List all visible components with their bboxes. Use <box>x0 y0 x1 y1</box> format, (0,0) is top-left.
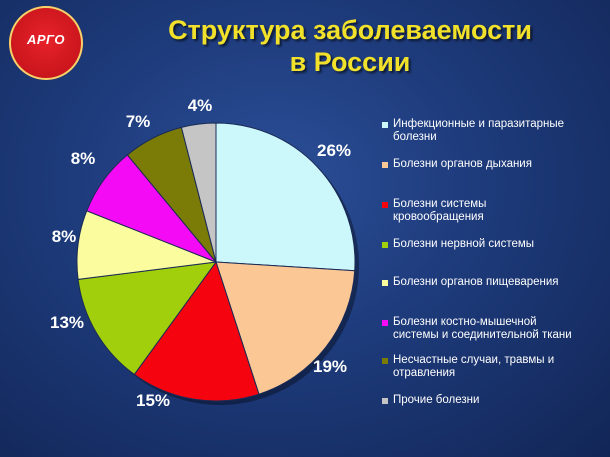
slice-label-4: 13% <box>50 313 84 332</box>
pie-slice-1 <box>215 122 356 272</box>
legend-swatch <box>382 358 388 364</box>
slice-label-6: 8% <box>71 149 96 168</box>
pie-slice-2 <box>215 261 356 395</box>
legend-label: Болезни системы кровообращения <box>393 198 487 223</box>
legend-label: Прочие болезни <box>393 394 480 406</box>
legend-item: Болезни органов дыхания <box>382 158 604 171</box>
legend-label: Болезни органов дыхания <box>393 158 532 170</box>
slice-label-1: 26% <box>317 141 351 160</box>
legend-item: Прочие болезни <box>382 394 604 407</box>
legend-item: Болезни костно-мышечной системы и соедини… <box>382 316 604 342</box>
pie-slice-4 <box>77 261 218 376</box>
legend-swatch <box>382 162 388 168</box>
logo-text: АРГО <box>27 32 65 47</box>
argo-logo: АРГО <box>9 6 83 80</box>
legend-label: Болезни органов пищеварения <box>393 276 559 288</box>
legend-item: Болезни органов пищеварения <box>382 276 604 289</box>
legend-label: Несчастные случаи, травмы и отравления <box>393 354 555 379</box>
legend-label: Инфекционные и паразитарные болезни <box>393 118 565 143</box>
slice-label-5: 8% <box>52 227 77 246</box>
legend-swatch <box>382 202 388 208</box>
pie-slice-3 <box>133 260 260 402</box>
legend-swatch <box>382 122 388 128</box>
legend-item: Инфекционные и паразитарные болезни <box>382 118 604 144</box>
slice-label-3: 15% <box>136 391 170 410</box>
slice-label-7: 7% <box>126 112 151 131</box>
legend-item: Болезни системы кровообращения <box>382 198 604 224</box>
legend-item: Несчастные случаи, травмы и отравления <box>382 354 604 380</box>
slice-label-8: 4% <box>188 96 213 115</box>
legend-label: Болезни нервной системы <box>393 238 535 250</box>
legend-item: Болезни нервной системы <box>382 238 604 251</box>
legend-swatch <box>382 320 388 326</box>
pie-slice-8 <box>180 122 217 263</box>
legend-swatch <box>382 280 388 286</box>
slice-label-2: 19% <box>313 357 347 376</box>
title-line-1: Структура заболеваемости <box>168 15 532 45</box>
legend-swatch <box>382 398 388 404</box>
legend-label: Болезни костно-мышечной системы и соедини… <box>393 316 572 341</box>
page-title: Структура заболеваемости в России <box>120 14 580 78</box>
legend-swatch <box>382 242 388 248</box>
title-line-2: в России <box>289 47 411 77</box>
